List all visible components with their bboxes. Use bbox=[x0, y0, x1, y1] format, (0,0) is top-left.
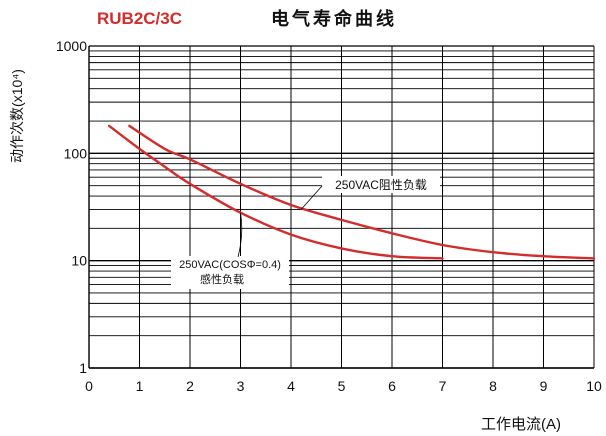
x-tick-label: 3 bbox=[237, 378, 245, 394]
grid bbox=[88, 45, 595, 369]
y-tick-label: 10 bbox=[71, 253, 87, 269]
x-tick-label: 5 bbox=[338, 378, 346, 394]
x-tick-label: 0 bbox=[85, 378, 93, 394]
x-tick-label: 8 bbox=[489, 378, 497, 394]
x-axis-label: 工作电流(A) bbox=[481, 416, 561, 433]
annotations: 250VAC阻性负载 250VAC(COSΦ=0.4)感性负载 bbox=[171, 176, 440, 289]
annotation-inductive: 250VAC(COSΦ=0.4) bbox=[179, 259, 281, 271]
x-tick-label: 10 bbox=[586, 378, 602, 394]
annotation-leader-resistive bbox=[300, 185, 323, 210]
y-axis-label: 动作次数(x10⁴) bbox=[9, 69, 25, 163]
x-tick-label: 6 bbox=[388, 378, 396, 394]
annotation-box-resistive bbox=[322, 176, 440, 193]
y-tick-label: 1 bbox=[79, 360, 87, 376]
tick-labels: 0 1 2 3 4 5 6 7 8 9 10 1 10 100 1000 bbox=[56, 38, 602, 394]
chart-title: 电气寿命曲线 bbox=[271, 8, 397, 29]
x-tick-label: 7 bbox=[439, 378, 447, 394]
model-label: RUB2C/3C bbox=[97, 9, 182, 28]
annotation-leader-inductive bbox=[237, 212, 243, 258]
y-tick-label: 100 bbox=[64, 145, 88, 161]
annotation-box-inductive bbox=[171, 256, 289, 289]
series-line-resistive bbox=[128, 124, 596, 260]
annotation-inductive-line2: 感性负载 bbox=[200, 272, 244, 286]
x-tick-label: 1 bbox=[136, 378, 144, 394]
y-tick-label: 1000 bbox=[56, 38, 87, 54]
x-tick-label: 2 bbox=[186, 378, 194, 394]
annotation-resistive: 250VAC阻性负载 bbox=[335, 178, 427, 192]
x-tick-label: 9 bbox=[540, 378, 548, 394]
x-tick-label: 4 bbox=[287, 378, 295, 394]
